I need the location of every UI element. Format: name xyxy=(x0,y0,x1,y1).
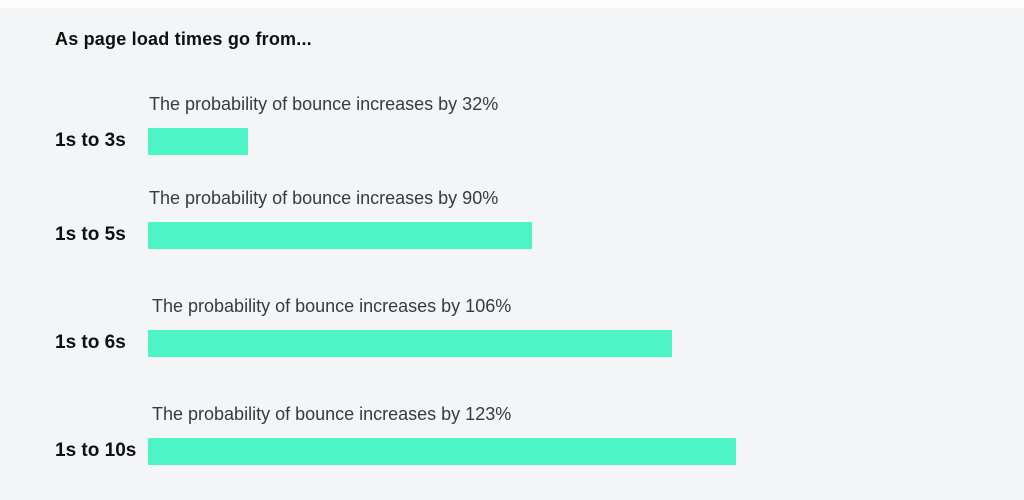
page-title: As page load times go from... xyxy=(55,29,312,49)
bar-row: The probability of bounce increases by 3… xyxy=(0,94,1024,164)
bounce-caption: The probability of bounce increases by 1… xyxy=(152,404,512,424)
bounce-caption: The probability of bounce increases by 1… xyxy=(152,296,512,316)
bar-row: The probability of bounce increases by 1… xyxy=(0,404,1024,474)
row-label: 1s to 3s xyxy=(55,130,126,151)
row-label: 1s to 5s xyxy=(55,224,126,245)
row-label: 1s to 10s xyxy=(55,440,137,461)
bar-row: The probability of bounce increases by 9… xyxy=(0,188,1024,258)
bar-row: The probability of bounce increases by 1… xyxy=(0,296,1024,366)
bounce-bar xyxy=(148,128,248,155)
row-label: 1s to 6s xyxy=(55,332,126,353)
bounce-caption: The probability of bounce increases by 9… xyxy=(149,188,499,208)
bounce-bar xyxy=(148,438,736,465)
top-edge-strip xyxy=(0,0,1024,8)
bounce-caption: The probability of bounce increases by 3… xyxy=(149,94,499,114)
bounce-bar xyxy=(148,222,532,249)
bounce-bar xyxy=(148,330,672,357)
